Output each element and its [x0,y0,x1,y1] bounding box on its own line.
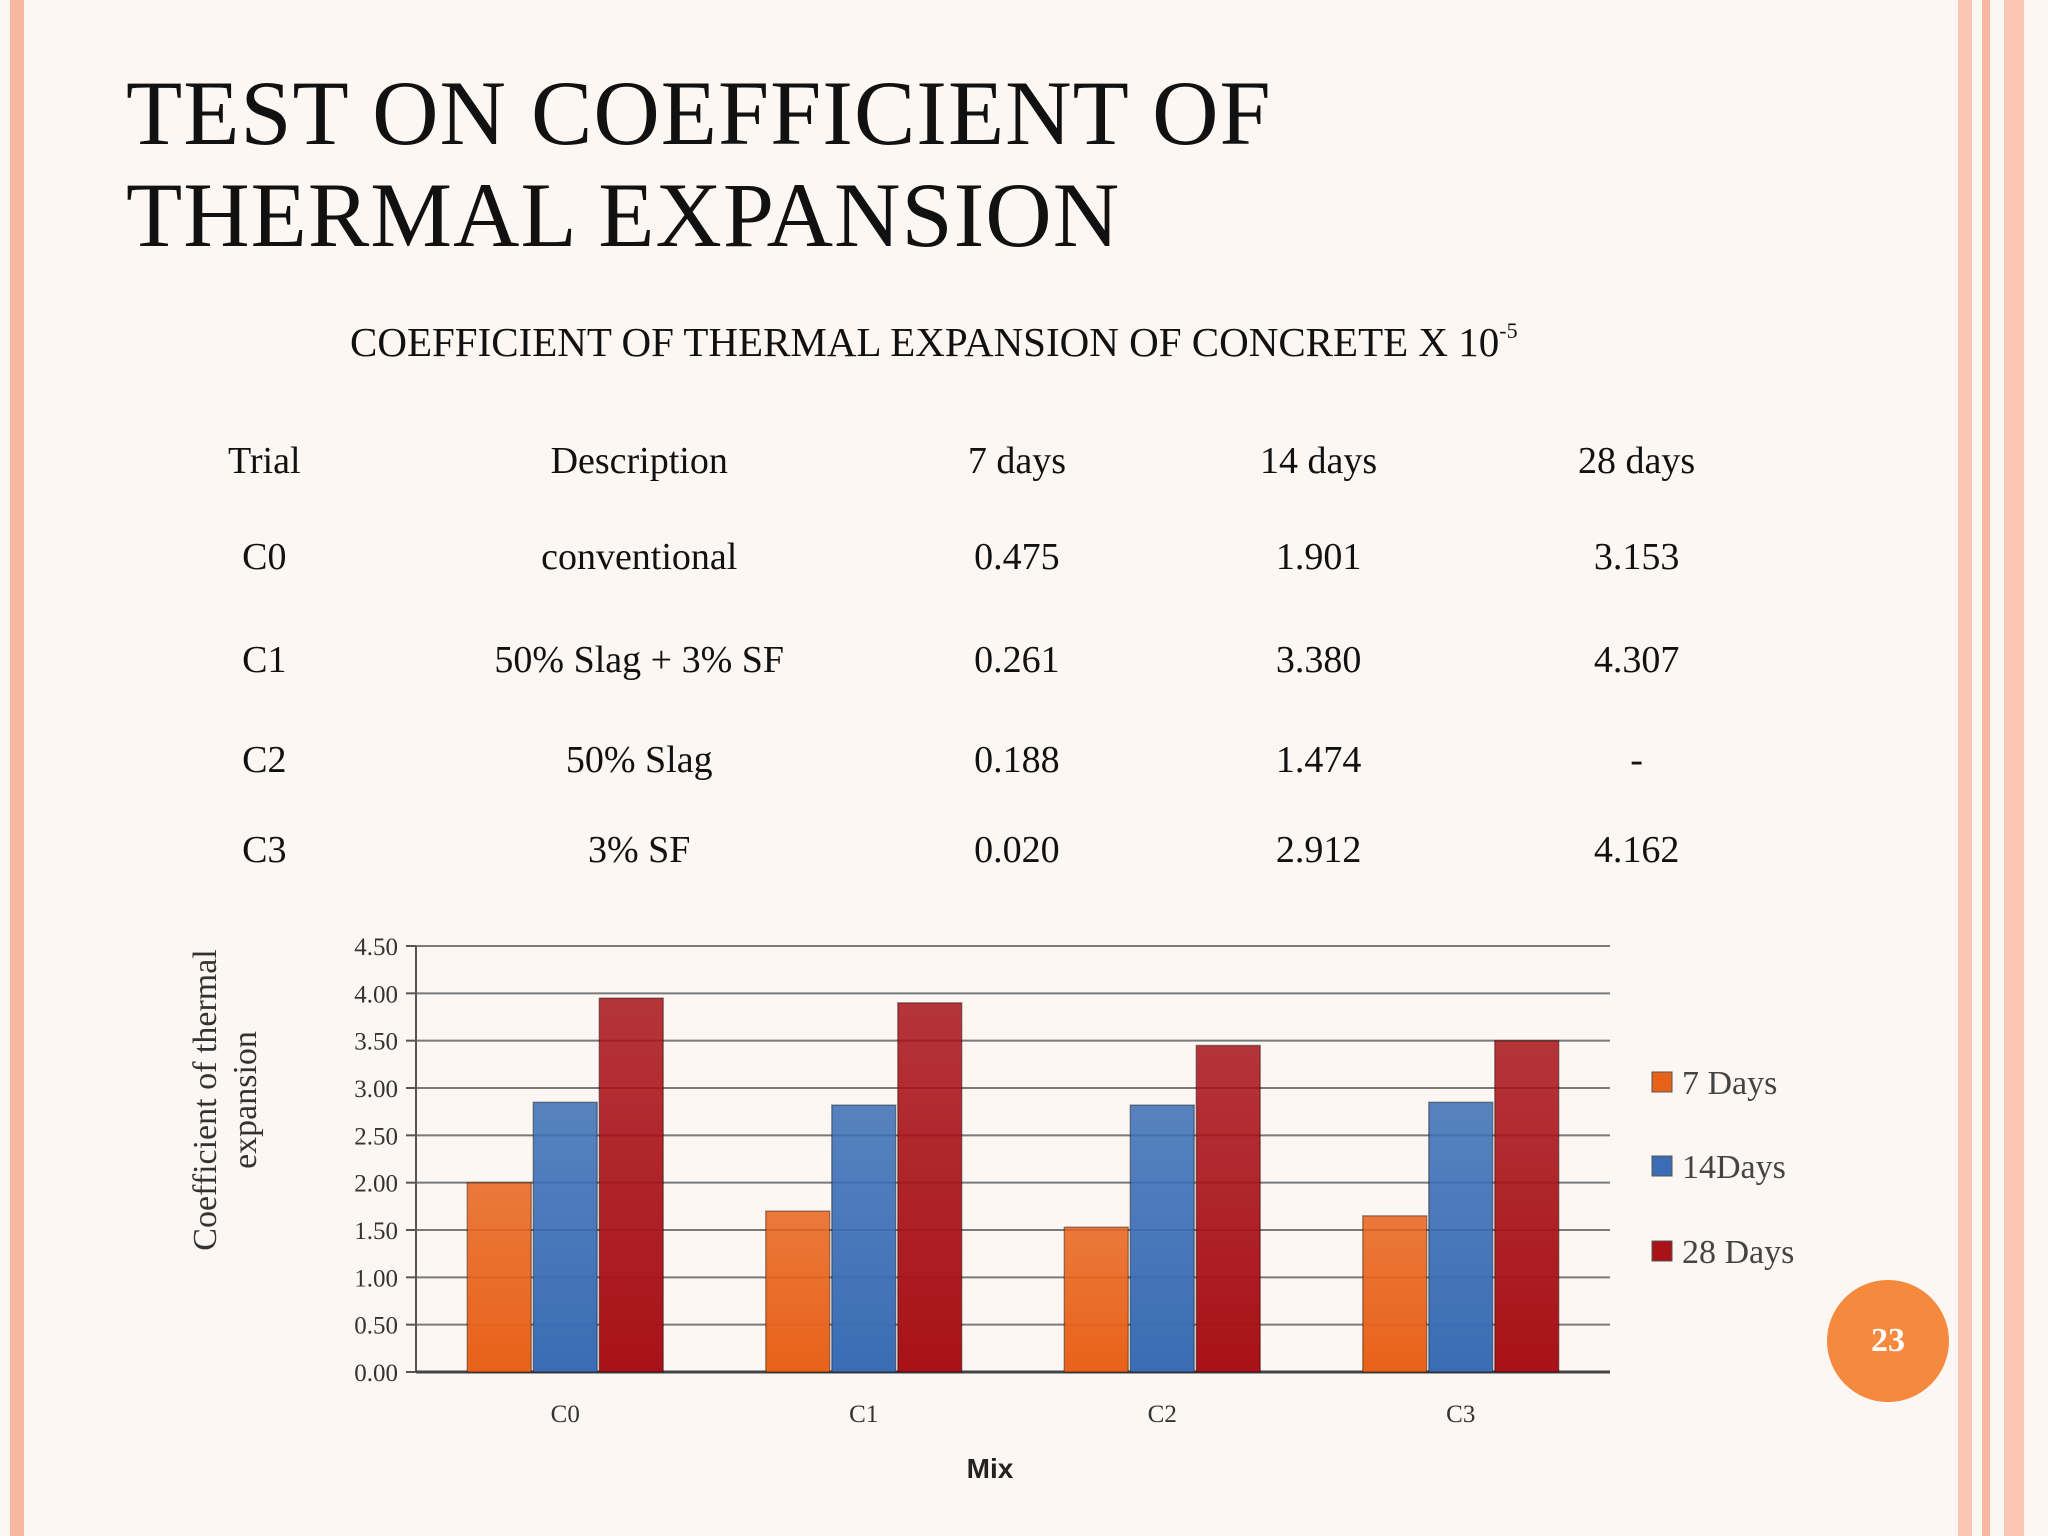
y-tick-label: 0.50 [354,1313,398,1340]
bar-28-days-c2 [1195,1044,1261,1373]
table-cell: 3.153 [1593,536,1680,578]
table-cell: C1 [242,639,287,681]
x-tick-label: C3 [1446,1401,1475,1428]
y-tick-label: 2.00 [354,1171,398,1198]
table-header-row: Trial Description 7 days 14 days 28 days [150,420,1770,502]
y-tick-label: 0.00 [354,1360,398,1387]
table-row: C2 50% Slag 0.188 1.474 - [150,708,1770,812]
legend-swatch [1651,1240,1673,1262]
table-row: C0 conventional 0.475 1.901 3.153 [150,502,1770,612]
x-tick-label: C1 [849,1401,878,1428]
table-cell: C3 [242,829,287,871]
y-tick-label: 3.50 [354,1029,398,1056]
legend-swatch [1651,1071,1673,1093]
legend-label: 14Days [1682,1149,1786,1186]
table-cell: 0.475 [974,536,1060,578]
y-tick-label: 1.00 [354,1265,398,1292]
x-tick-label: C2 [1148,1401,1177,1428]
table-cell: 4.307 [1593,639,1680,681]
table-header-cell: 14 days [1260,440,1378,482]
table-cell: 3% SF [588,829,691,871]
bar-28-days-c3 [1494,1039,1560,1373]
table-row: C1 50% Slag + 3% SF 0.261 3.380 4.307 [150,612,1770,708]
y-tick-label: 2.50 [354,1123,398,1150]
x-tick-label: C0 [551,1401,580,1428]
bar-14days-c3 [1428,1101,1494,1373]
y-tick-label: 4.50 [354,934,398,961]
table-cell: 50% Slag [565,739,713,781]
table-cell: 0.261 [974,639,1060,681]
results-table: Trial Description 7 days 14 days 28 days… [150,420,1770,888]
table-cell: 1.474 [1275,739,1362,781]
table-cell: C2 [242,739,287,781]
page-number-badge: 23 [1827,1280,1949,1402]
right-border-stripe [1958,0,1972,1536]
legend-label: 7 Days [1682,1065,1777,1102]
bar-7-days-c3 [1362,1215,1428,1373]
bar-7-days-c1 [765,1210,831,1373]
bar-7-days-c2 [1063,1226,1129,1373]
y-tick-label: 1.50 [354,1218,398,1245]
legend-label: 28 Days [1682,1234,1794,1271]
table-caption-text: COEFFICIENT OF THERMAL EXPANSION OF CONC… [350,319,1500,365]
y-tick-label: 3.00 [354,1076,398,1103]
y-axis-label: expansion [227,1031,264,1169]
legend-swatch [1651,1155,1673,1177]
slide-title: TEST ON COEFFICIENT OF THERMAL EXPANSION [126,62,1272,266]
table-header-cell: Description [550,440,728,482]
right-border-stripe [1982,0,1990,1536]
table-header-cell: 7 days [967,440,1066,482]
bar-28-days-c0 [598,997,664,1373]
table-header-cell: Trial [228,440,301,482]
left-border-stripe [10,0,24,1536]
bar-14days-c1 [831,1104,897,1373]
bar-7-days-c0 [466,1181,532,1373]
table-row: C3 3% SF 0.020 2.912 4.162 [150,812,1770,888]
table-header-cell: 28 days [1578,440,1696,482]
y-tick-label: 4.00 [354,981,398,1008]
table-cell: conventional [541,536,738,578]
table-cell: 1.901 [1275,536,1362,578]
table-caption-exponent: -5 [1499,318,1518,343]
table-cell: 0.188 [974,739,1060,781]
table-cell: - [1630,739,1643,781]
y-axis-label: Coefficient of thermal [187,949,224,1250]
table-cell: 50% Slag + 3% SF [494,639,784,681]
table-cell: 2.912 [1275,829,1362,871]
right-border-stripe [2004,0,2024,1536]
bar-14days-c0 [532,1101,598,1373]
table-cell: 3.380 [1275,639,1362,681]
bar-28-days-c1 [897,1002,963,1373]
table-caption: COEFFICIENT OF THERMAL EXPANSION OF CONC… [350,318,1518,366]
table-cell: C0 [242,536,287,578]
table-cell: 0.020 [974,829,1060,871]
bar-14days-c2 [1129,1104,1195,1373]
x-axis-label: Mix [967,1453,1014,1484]
table-cell: 4.162 [1593,829,1680,871]
